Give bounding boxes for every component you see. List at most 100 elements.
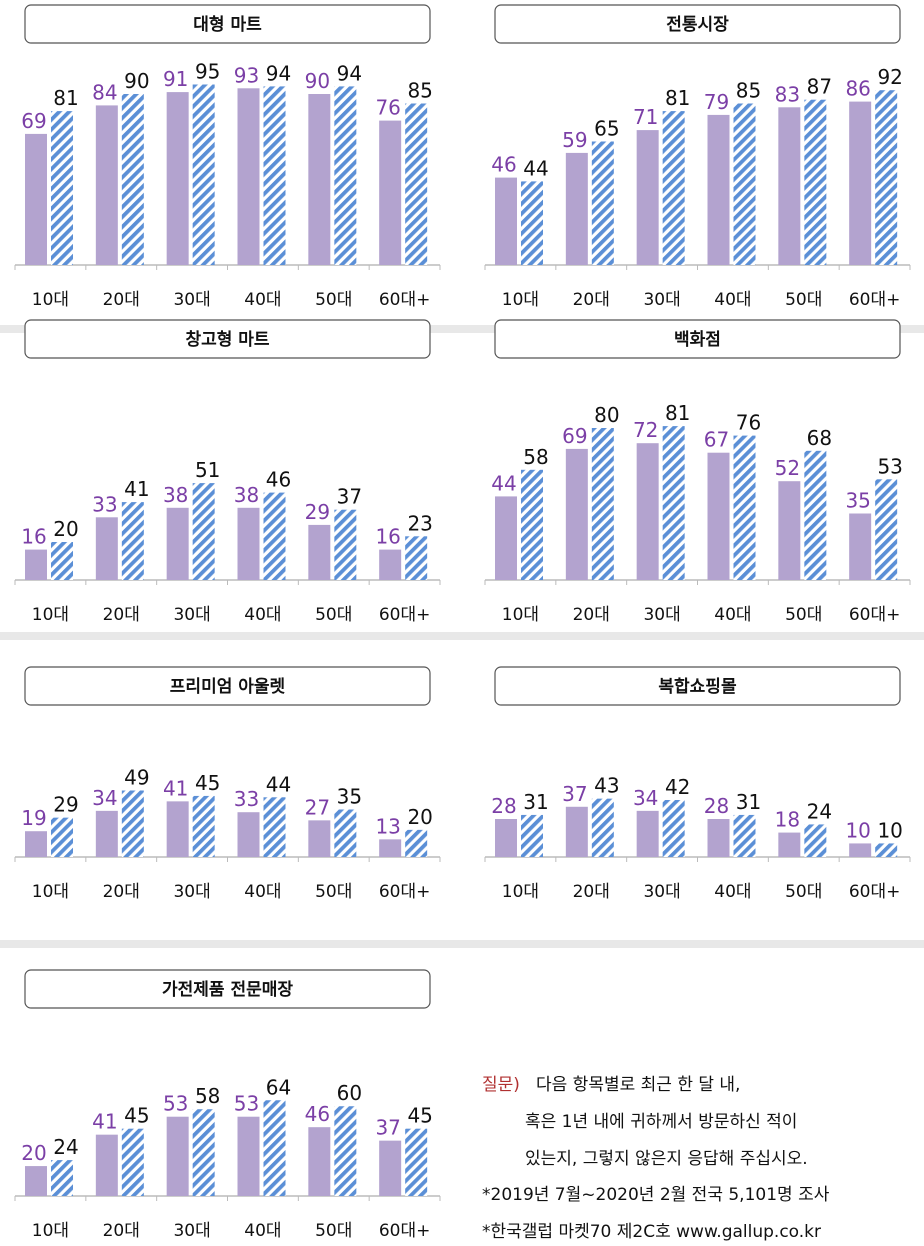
value-label: 90 xyxy=(305,69,330,93)
bar xyxy=(804,99,827,265)
x-tick-label: 40대 xyxy=(244,882,281,902)
bar xyxy=(636,810,659,857)
value-label: 28 xyxy=(491,794,516,818)
value-label: 85 xyxy=(407,79,432,103)
x-tick-label: 20대 xyxy=(573,882,610,902)
bar xyxy=(192,483,215,580)
bar xyxy=(334,86,357,266)
value-label: 20 xyxy=(21,1141,46,1165)
x-tick-label: 20대 xyxy=(103,290,140,310)
value-label: 69 xyxy=(562,424,587,448)
value-label: 29 xyxy=(53,793,78,817)
bar xyxy=(875,479,898,580)
value-label: 95 xyxy=(195,60,220,84)
chart-title: 가전제품 전문매장 xyxy=(162,980,293,1000)
value-label: 37 xyxy=(337,485,362,509)
x-tick-label: 30대 xyxy=(173,290,210,310)
value-label: 31 xyxy=(736,790,761,814)
value-label: 20 xyxy=(407,805,432,829)
x-tick-label: 60대+ xyxy=(379,1221,431,1241)
separator xyxy=(0,325,924,333)
value-label: 33 xyxy=(234,787,259,811)
x-tick-label: 50대 xyxy=(785,290,822,310)
value-label: 86 xyxy=(845,77,870,101)
value-label: 53 xyxy=(877,454,902,478)
value-label: 60 xyxy=(337,1081,362,1105)
bar xyxy=(121,1128,144,1196)
x-tick-label: 30대 xyxy=(643,882,680,902)
value-label: 83 xyxy=(775,82,800,106)
bar xyxy=(308,820,331,857)
value-label: 46 xyxy=(305,1102,330,1126)
value-label: 18 xyxy=(775,808,800,832)
chart-title: 전통시장 xyxy=(666,15,729,35)
bar xyxy=(565,448,588,580)
bar xyxy=(263,492,286,580)
bar xyxy=(875,843,898,857)
bar xyxy=(237,88,260,265)
value-label: 13 xyxy=(375,814,400,838)
bar xyxy=(521,469,543,580)
x-tick-label: 10대 xyxy=(502,882,539,902)
value-label: 91 xyxy=(163,67,188,91)
x-tick-label: 10대 xyxy=(32,605,69,625)
value-label: 23 xyxy=(407,511,432,535)
value-label: 16 xyxy=(21,525,46,549)
value-label: 65 xyxy=(594,117,619,141)
x-tick-label: 40대 xyxy=(714,882,751,902)
x-tick-label: 60대+ xyxy=(849,882,901,902)
bar xyxy=(405,1128,428,1196)
bar xyxy=(166,507,189,580)
value-label: 37 xyxy=(375,1116,400,1140)
value-label: 41 xyxy=(92,1110,117,1134)
value-label: 67 xyxy=(704,428,729,452)
value-label: 42 xyxy=(665,775,690,799)
bar xyxy=(192,1109,215,1196)
value-label: 44 xyxy=(266,772,291,796)
bar xyxy=(778,107,801,265)
question-label: 질문) xyxy=(482,1075,520,1095)
bar xyxy=(521,814,543,857)
x-tick-label: 60대+ xyxy=(849,605,901,625)
bar xyxy=(662,111,685,265)
value-label: 34 xyxy=(633,786,658,810)
bar xyxy=(707,452,730,580)
value-label: 94 xyxy=(266,61,291,85)
value-label: 31 xyxy=(523,790,548,814)
chart-title: 창고형 마트 xyxy=(185,329,269,350)
x-tick-label: 10대 xyxy=(502,290,539,310)
bar xyxy=(95,810,118,857)
value-label: 53 xyxy=(234,1092,259,1116)
value-label: 28 xyxy=(704,794,729,818)
chart: 프리미엄 아울렛 10대 19 29 20대 34 49 30대 41 45 40대 33 44 50대 2… xyxy=(14,666,441,902)
bar xyxy=(379,839,402,857)
x-tick-label: 20대 xyxy=(103,605,140,625)
value-label: 45 xyxy=(407,1104,432,1128)
bar xyxy=(334,509,357,580)
x-tick-label: 10대 xyxy=(32,882,69,902)
value-label: 68 xyxy=(807,426,832,450)
value-label: 37 xyxy=(562,782,587,806)
bar xyxy=(192,795,215,857)
bar xyxy=(166,1116,189,1196)
value-label: 81 xyxy=(665,86,690,110)
x-tick-label: 50대 xyxy=(785,882,822,902)
value-label: 84 xyxy=(92,80,117,104)
bar xyxy=(308,94,331,265)
bar xyxy=(778,832,801,857)
bar xyxy=(237,1116,260,1196)
bar xyxy=(334,1106,357,1196)
value-label: 58 xyxy=(195,1084,220,1108)
bar xyxy=(166,801,189,857)
bar xyxy=(379,549,402,580)
bar xyxy=(565,152,588,265)
bar xyxy=(121,790,144,857)
bar xyxy=(379,1140,402,1196)
title-box xyxy=(24,969,431,1009)
bar xyxy=(495,177,517,265)
bar xyxy=(636,443,659,580)
value-label: 87 xyxy=(807,75,832,99)
bar xyxy=(405,103,428,265)
bar xyxy=(565,806,588,857)
